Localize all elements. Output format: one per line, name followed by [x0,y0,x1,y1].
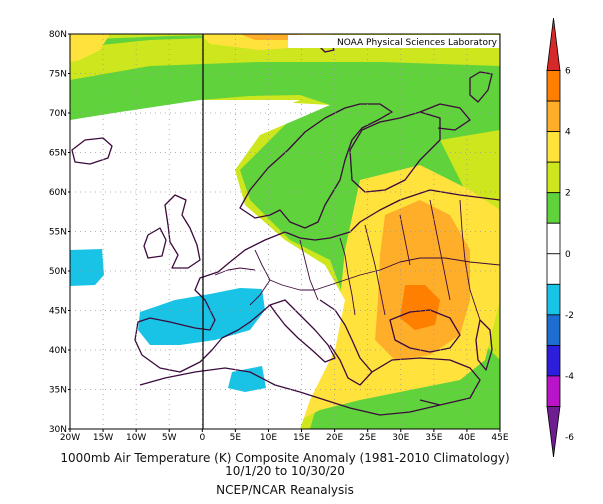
map-grid [70,34,500,429]
lat-tick-label: 80N [49,30,67,40]
colorbar-tick-label: 6 [565,67,571,77]
lon-tick-label: 10W [126,433,146,443]
anomaly-cold-iberia [138,288,265,345]
anomaly-cold-atlantic [70,249,104,286]
lon-tick-label: 20E [326,433,343,443]
latitude-axis: 30N 35N 40N 45N 50N 55N 60N 65N 70N 75N 80N [49,30,70,435]
lon-tick-label: 10E [260,433,277,443]
credit-label: NOAA Physical Sciences Laboratory [337,38,498,48]
coast-white-sea [419,103,471,131]
caption-line-1: 1000mb Air Temperature (K) Composite Ano… [60,451,510,465]
lat-tick-label: 35N [49,386,67,396]
anomaly-cold-nafrica [228,366,266,392]
coast-italy [269,299,336,363]
anomaly-deep-orange-e [400,285,440,330]
lat-tick-label: 70N [49,109,67,119]
lon-tick-label: 5W [162,433,177,443]
lon-tick-label: 45E [491,433,508,443]
coast-north-africa [139,367,441,416]
coast-caspian [475,319,493,371]
colorbar-top-arrow [546,17,561,71]
longitude-axis: 20W 15W 10W 5W 0 5E 10E 15E 20E 25E 30E 35E 40E 45E [60,429,509,443]
lat-tick-label: 60N [49,188,67,198]
anomaly-yellow-nw [70,34,110,62]
colorbar-tick-label: 0 [565,250,571,260]
lon-tick-label: 15W [93,433,113,443]
colorbar-segment [546,344,561,377]
colorbar-tick-label: -2 [565,311,574,321]
coast-iceland [71,137,113,165]
coast-ireland [143,227,167,259]
lon-tick-label: 20W [60,433,80,443]
colorbar-segment [546,253,561,285]
colorbar-segment [546,70,561,102]
colorbar-segment [546,100,561,133]
lon-tick-label: 15E [293,433,310,443]
coast-novaya-zemlya [469,71,493,103]
coast-western-europe [134,261,271,373]
colorbar-segment [546,375,561,407]
lon-tick-label: 35E [425,433,442,443]
lat-tick-label: 50N [49,267,67,277]
lon-tick-label: 5E [230,433,242,443]
colorbar: 6 4 2 0 -2 -4 -6 [546,17,574,458]
lat-tick-label: 45N [49,307,67,317]
colorbar-segment [546,283,561,316]
credit-box [288,35,499,48]
lat-tick-label: 75N [49,70,67,80]
colorbar-tick-label: 2 [565,189,571,199]
map-panel [70,34,500,429]
anomaly-orange-n [240,34,300,40]
colorbar-tick-label: -4 [565,372,574,382]
coast-great-britain [164,194,201,269]
colorbar-segment [546,131,561,163]
colorbar-segment [546,314,561,346]
lat-tick-label: 40N [49,346,67,356]
colorbar-segment [546,161,561,194]
anomaly-band-arctic [70,58,500,115]
coast-scandinavia [239,103,393,229]
anomaly-orange-e [375,200,470,360]
lat-tick-label: 30N [49,425,67,435]
colorbar-bottom-arrow [546,406,561,458]
lon-tick-label: 40E [458,433,475,443]
lon-tick-label: 30E [392,433,409,443]
coast-turkey [371,357,481,406]
lon-tick-label: 0 [199,433,205,443]
caption-line-2: 10/1/20 to 10/30/20 [225,464,345,478]
colorbar-segment [546,192,561,224]
colorbar-segment [546,222,561,255]
colorbar-tick-label: 4 [565,128,571,138]
lat-tick-label: 55N [49,228,67,238]
lat-tick-label: 65N [49,149,67,159]
caption-line-3: NCEP/NCAR Reanalysis [216,483,354,497]
borders-interior [214,199,500,321]
colorbar-tick-label: -6 [565,433,574,443]
coast-black-sea [389,309,461,353]
lon-tick-label: 25E [359,433,376,443]
coast-balkans [319,299,373,386]
